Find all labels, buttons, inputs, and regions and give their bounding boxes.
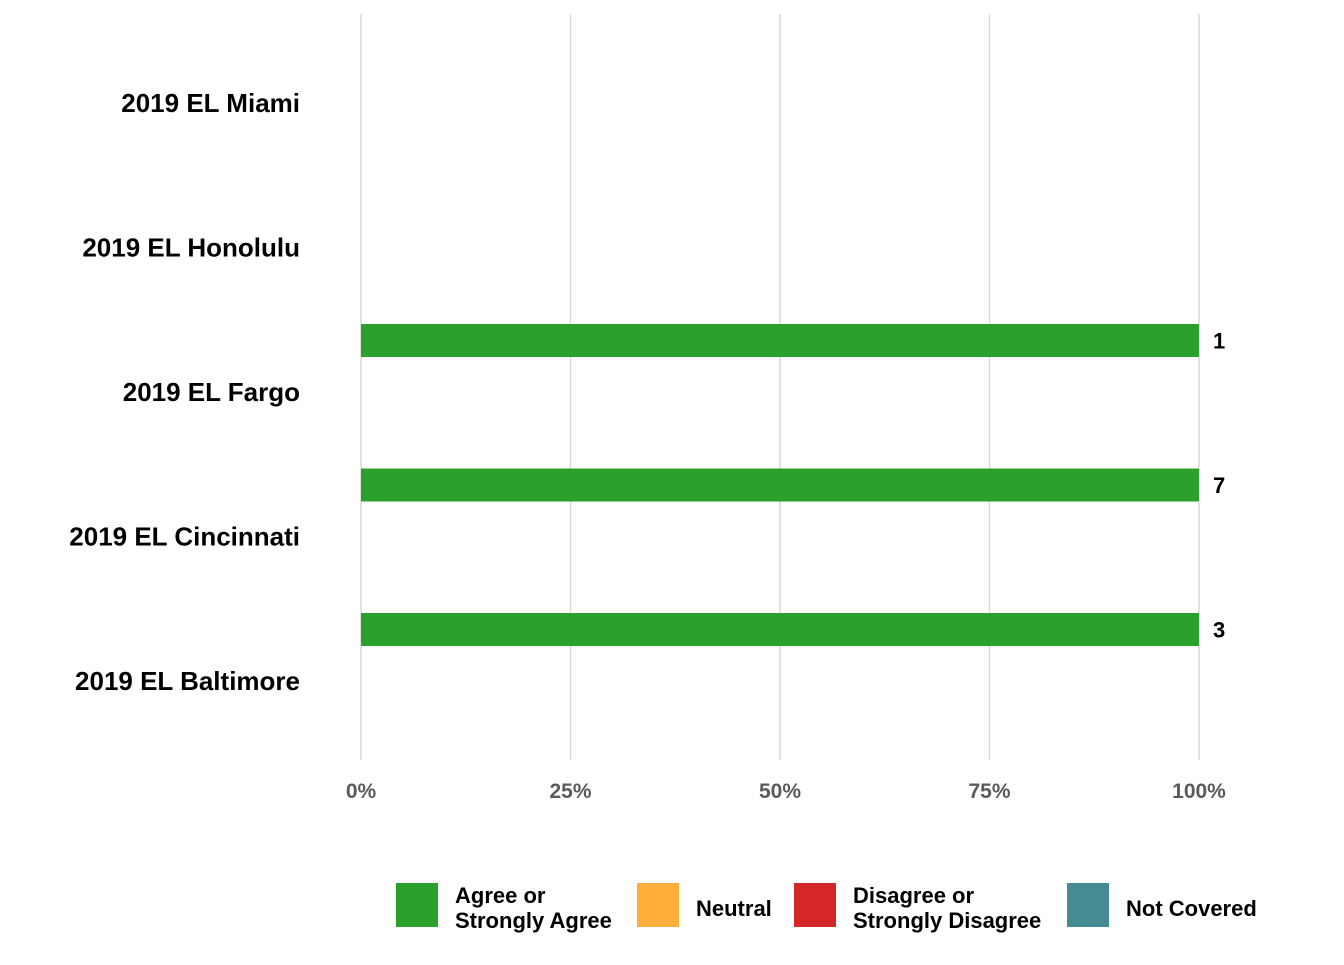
category-label: 2019 EL Honolulu [82, 233, 300, 263]
bar-segment [361, 324, 1199, 357]
category-label: 2019 EL Miami [121, 88, 300, 118]
legend-swatch [1067, 883, 1109, 927]
x-tick-label: 50% [759, 780, 801, 803]
legend-label: Disagree or Strongly Disagree [853, 883, 1041, 933]
legend-label-line: Strongly Agree [455, 908, 612, 933]
category-label: 2019 EL Fargo [123, 377, 300, 407]
x-tick-label: 0% [346, 780, 377, 803]
data-label: 7 [1213, 473, 1225, 498]
legend-label: Not Covered [1126, 896, 1257, 921]
legend: Agree or Strongly Agree Neutral Disagree or… [396, 883, 1257, 933]
category-label: 2019 EL Baltimore [75, 666, 300, 696]
legend-label-line: Agree or [455, 883, 546, 908]
category-label: 2019 EL Cincinnati [69, 522, 300, 552]
legend-swatch [396, 883, 438, 927]
gridlines [360, 14, 1200, 760]
legend-swatch [794, 883, 836, 927]
bar-segment [361, 613, 1199, 646]
category-labels: 2019 EL Miami 2019 EL Honolulu 2019 EL Far… [69, 88, 300, 696]
data-label: 3 [1213, 618, 1225, 643]
x-tick-label: 75% [968, 780, 1010, 803]
x-tick-label: 100% [1172, 780, 1226, 803]
x-tick-label: 25% [549, 780, 591, 803]
bar-segment [361, 468, 1199, 502]
legend-label-line: Strongly Disagree [853, 908, 1041, 933]
legend-swatch [637, 883, 679, 927]
data-label: 1 [1213, 329, 1225, 354]
bars [361, 324, 1199, 646]
legend-label: Agree or Strongly Agree [455, 883, 612, 933]
legend-label: Neutral [696, 896, 772, 921]
legend-label-line: Disagree or [853, 883, 974, 908]
x-tick-labels: 0% 25% 50% 75% 100% [346, 780, 1226, 803]
data-labels: 1 7 3 [1213, 329, 1225, 643]
